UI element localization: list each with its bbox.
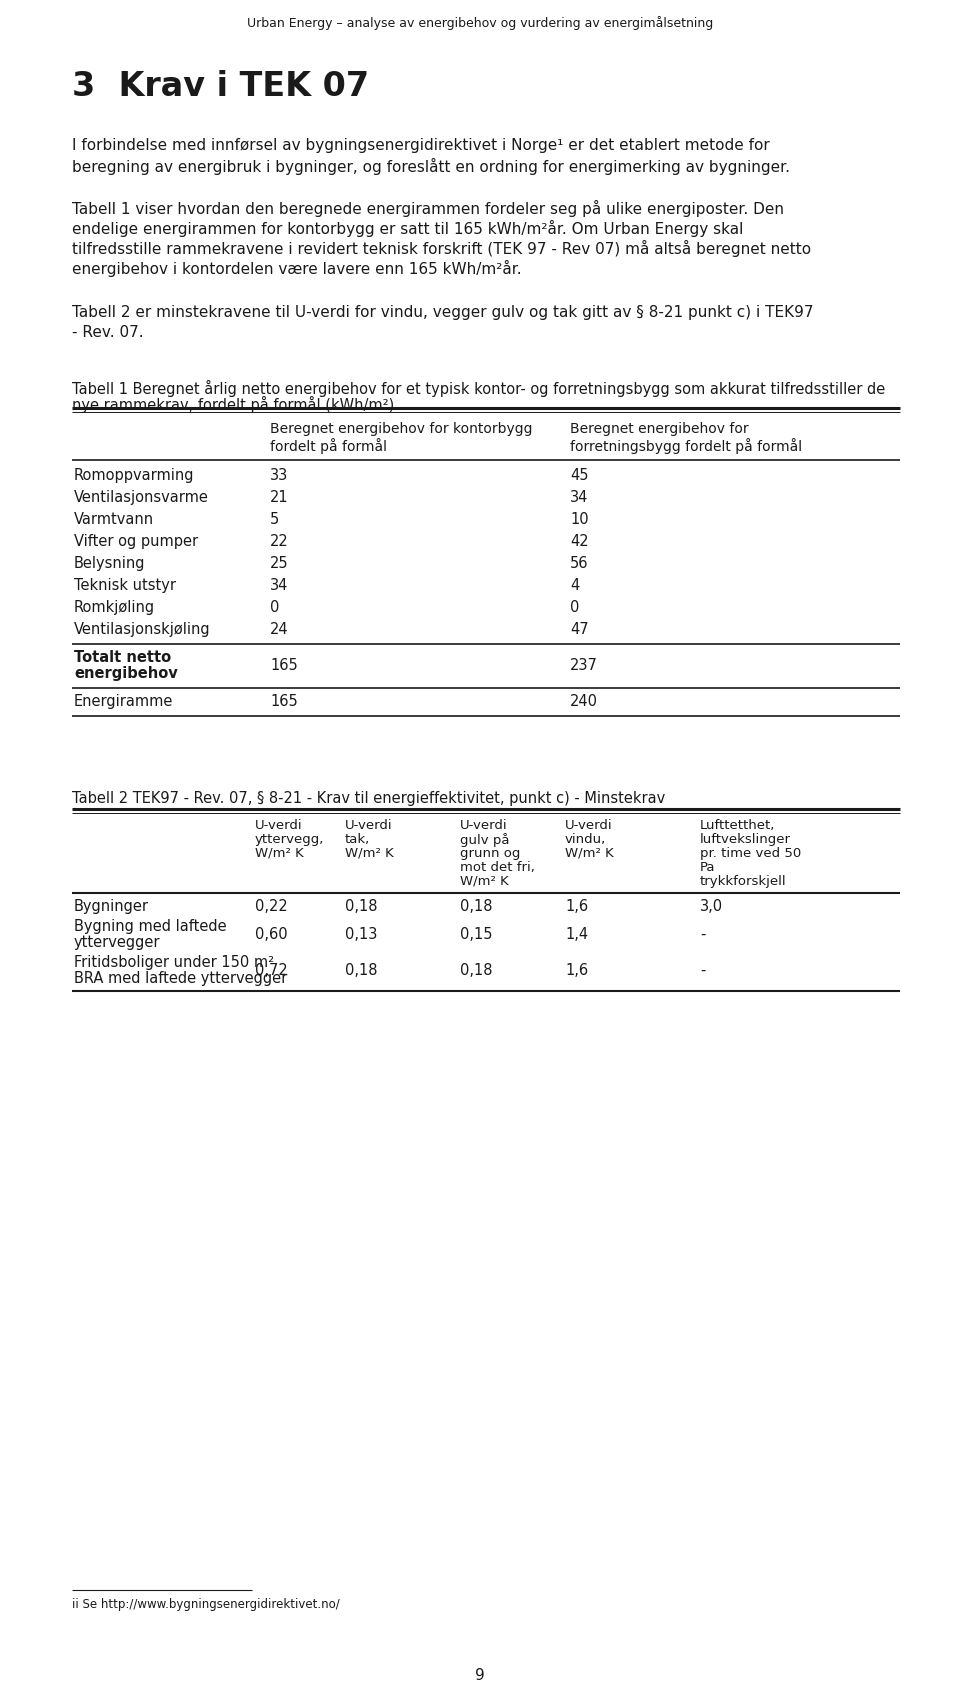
Text: 22: 22	[270, 533, 289, 549]
Text: luftvekslinger: luftvekslinger	[700, 832, 791, 846]
Text: 0,22: 0,22	[255, 900, 288, 913]
Text: 56: 56	[570, 555, 588, 571]
Text: 0,18: 0,18	[460, 900, 492, 913]
Text: Totalt netto: Totalt netto	[74, 650, 171, 665]
Text: Tabell 2 er minstekravene til U-verdi for vindu, vegger gulv og tak gitt av § 8-: Tabell 2 er minstekravene til U-verdi fo…	[72, 306, 813, 321]
Text: grunn og: grunn og	[460, 847, 520, 859]
Text: 0,18: 0,18	[345, 900, 377, 913]
Text: 1,6: 1,6	[565, 962, 588, 977]
Text: -: -	[700, 962, 706, 977]
Text: Tabell 1 viser hvordan den beregnede energirammen fordeler seg på ulike energipo: Tabell 1 viser hvordan den beregnede ene…	[72, 199, 784, 218]
Text: W/m² K: W/m² K	[255, 847, 303, 859]
Text: Beregnet energibehov for kontorbygg: Beregnet energibehov for kontorbygg	[270, 422, 533, 436]
Text: ii Se http://www.bygningsenergidirektivet.no/: ii Se http://www.bygningsenergidirektive…	[72, 1599, 340, 1610]
Text: Ventilasjonsvarme: Ventilasjonsvarme	[74, 490, 209, 505]
Text: Lufttetthet,: Lufttetthet,	[700, 819, 776, 832]
Text: U-verdi: U-verdi	[345, 819, 393, 832]
Text: 25: 25	[270, 555, 289, 571]
Text: Tabell 1 Beregnet årlig netto energibehov for et typisk kontor- og forretningsby: Tabell 1 Beregnet årlig netto energibeho…	[72, 380, 885, 397]
Text: U-verdi: U-verdi	[565, 819, 612, 832]
Text: Bygninger: Bygninger	[74, 900, 149, 913]
Text: W/m² K: W/m² K	[345, 847, 394, 859]
Text: vindu,: vindu,	[565, 832, 607, 846]
Text: 9: 9	[475, 1668, 485, 1683]
Text: 24: 24	[270, 621, 289, 636]
Text: -: -	[700, 927, 706, 942]
Text: 0,18: 0,18	[460, 962, 492, 977]
Text: 1,4: 1,4	[565, 927, 588, 942]
Text: Romkjøling: Romkjøling	[74, 599, 156, 614]
Text: 3,0: 3,0	[700, 900, 723, 913]
Text: nye rammekrav, fordelt på formål (kWh/m²): nye rammekrav, fordelt på formål (kWh/m²…	[72, 397, 395, 414]
Text: 5: 5	[270, 511, 279, 527]
Text: 0,60: 0,60	[255, 927, 288, 942]
Text: Ventilasjonskjøling: Ventilasjonskjøling	[74, 621, 210, 636]
Text: Energiramme: Energiramme	[74, 694, 174, 709]
Text: Bygning med laftede: Bygning med laftede	[74, 918, 227, 933]
Text: 0: 0	[570, 599, 580, 614]
Text: 21: 21	[270, 490, 289, 505]
Text: 3  Krav i TEK 07: 3 Krav i TEK 07	[72, 69, 370, 103]
Text: endelige energirammen for kontorbygg er satt til 165 kWh/m²år. Om Urban Energy s: endelige energirammen for kontorbygg er …	[72, 219, 743, 236]
Text: Fritidsboliger under 150 m²: Fritidsboliger under 150 m²	[74, 955, 275, 971]
Text: yttervegg,: yttervegg,	[255, 832, 324, 846]
Text: 33: 33	[270, 468, 288, 483]
Text: forretningsbygg fordelt på formål: forretningsbygg fordelt på formål	[570, 437, 803, 454]
Text: 34: 34	[570, 490, 588, 505]
Text: tilfredsstille rammekravene i revidert teknisk forskrift (TEK 97 - Rev 07) må al: tilfredsstille rammekravene i revidert t…	[72, 240, 811, 257]
Text: W/m² K: W/m² K	[565, 847, 613, 859]
Text: 165: 165	[270, 658, 298, 674]
Text: 4: 4	[570, 577, 579, 592]
Text: W/m² K: W/m² K	[460, 874, 509, 888]
Text: Urban Energy – analyse av energibehov og vurdering av energimålsetning: Urban Energy – analyse av energibehov og…	[247, 15, 713, 30]
Text: Varmtvann: Varmtvann	[74, 511, 155, 527]
Text: I forbindelse med innførsel av bygningsenergidirektivet i Norge¹ er det etablert: I forbindelse med innførsel av bygningse…	[72, 138, 770, 154]
Text: Pa: Pa	[700, 861, 715, 874]
Text: Vifter og pumper: Vifter og pumper	[74, 533, 198, 549]
Text: beregning av energibruk i bygninger, og foreslått en ordning for energimerking a: beregning av energibruk i bygninger, og …	[72, 159, 790, 176]
Text: 237: 237	[570, 658, 598, 674]
Text: 0: 0	[270, 599, 279, 614]
Text: 165: 165	[270, 694, 298, 709]
Text: gulv på: gulv på	[460, 832, 510, 847]
Text: pr. time ved 50: pr. time ved 50	[700, 847, 802, 859]
Text: 0,15: 0,15	[460, 927, 492, 942]
Text: fordelt på formål: fordelt på formål	[270, 437, 387, 454]
Text: Tabell 2 TEK97 - Rev. 07, § 8-21 - Krav til energieffektivitet, punkt c) - Minst: Tabell 2 TEK97 - Rev. 07, § 8-21 - Krav …	[72, 792, 665, 805]
Text: U-verdi: U-verdi	[460, 819, 508, 832]
Text: energibehov: energibehov	[74, 667, 178, 680]
Text: 45: 45	[570, 468, 588, 483]
Text: yttervegger: yttervegger	[74, 935, 160, 950]
Text: Beregnet energibehov for: Beregnet energibehov for	[570, 422, 749, 436]
Text: 0,13: 0,13	[345, 927, 377, 942]
Text: trykkforskjell: trykkforskjell	[700, 874, 786, 888]
Text: 0,18: 0,18	[345, 962, 377, 977]
Text: Romoppvarming: Romoppvarming	[74, 468, 195, 483]
Text: 42: 42	[570, 533, 588, 549]
Text: 47: 47	[570, 621, 588, 636]
Text: BRA med laftede yttervegger: BRA med laftede yttervegger	[74, 971, 287, 986]
Text: 34: 34	[270, 577, 288, 592]
Text: 10: 10	[570, 511, 588, 527]
Text: mot det fri,: mot det fri,	[460, 861, 535, 874]
Text: - Rev. 07.: - Rev. 07.	[72, 326, 144, 339]
Text: Belysning: Belysning	[74, 555, 146, 571]
Text: U-verdi: U-verdi	[255, 819, 302, 832]
Text: Teknisk utstyr: Teknisk utstyr	[74, 577, 176, 592]
Text: 0,72: 0,72	[255, 962, 288, 977]
Text: 1,6: 1,6	[565, 900, 588, 913]
Text: energibehov i kontordelen være lavere enn 165 kWh/m²år.: energibehov i kontordelen være lavere en…	[72, 260, 521, 277]
Text: 240: 240	[570, 694, 598, 709]
Text: tak,: tak,	[345, 832, 371, 846]
